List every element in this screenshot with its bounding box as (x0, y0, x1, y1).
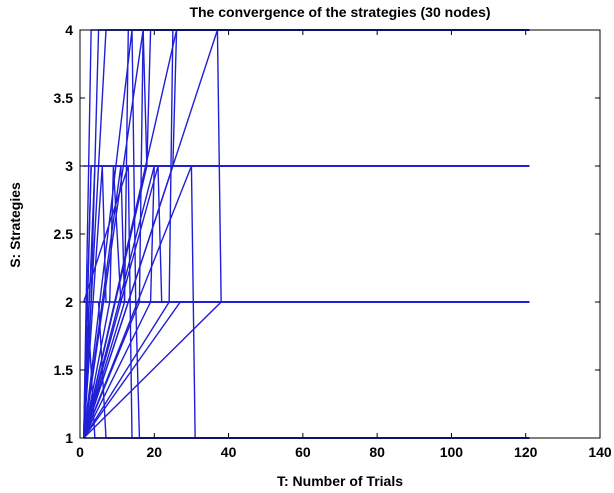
series-line-28 (83, 29, 530, 439)
x-axis-ticks: 0 20 40 60 80 100 120 140 (76, 30, 612, 460)
x-tick-label: 120 (514, 444, 538, 460)
x-tick-label: 60 (295, 444, 311, 460)
x-axis-label: T: Number of Trials (277, 473, 403, 489)
chart-title: The convergence of the strategies (30 no… (189, 4, 490, 20)
x-tick-label: 140 (588, 444, 612, 460)
x-tick-label: 40 (221, 444, 237, 460)
series-line-3 (83, 301, 530, 439)
y-tick-label: 2 (65, 294, 73, 310)
y-tick-label: 1 (65, 430, 73, 446)
x-tick-label: 20 (146, 444, 162, 460)
series-line-15 (83, 301, 530, 439)
y-tick-label: 3 (65, 158, 73, 174)
x-tick-label: 100 (440, 444, 464, 460)
y-axis-label: S: Strategies (7, 182, 23, 268)
y-tick-label: 1.5 (54, 362, 74, 378)
x-tick-label: 0 (76, 444, 84, 460)
y-tick-label: 4 (65, 22, 73, 38)
series-line-29 (83, 301, 530, 439)
plot-frame (79, 29, 601, 439)
y-tick-label: 2.5 (54, 226, 74, 242)
y-tick-label: 3.5 (54, 90, 74, 106)
series-line-30 (83, 165, 530, 439)
series-line-6 (83, 301, 530, 439)
series-lines (83, 29, 530, 439)
x-tick-label: 80 (369, 444, 385, 460)
y-axis-ticks: 1 1.5 2 2.5 3 3.5 4 (54, 22, 600, 446)
series-line-25 (83, 301, 530, 439)
